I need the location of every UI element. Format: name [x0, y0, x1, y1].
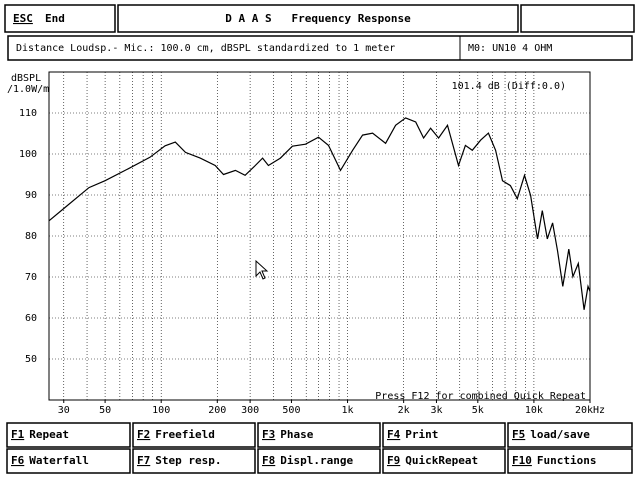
function-key-label: Freefield: [155, 428, 215, 441]
x-tick-label: 50: [99, 405, 111, 416]
function-key-button[interactable]: [257, 422, 381, 448]
info-text: Distance Loudsp.- Mic.: 100.0 cm, dBSPL …: [16, 43, 395, 54]
x-tick-label: 20kHz: [575, 405, 605, 416]
function-key-label: Functions: [537, 454, 597, 467]
info-bar: [7, 35, 633, 61]
function-key: F1: [11, 428, 25, 441]
y-tick-label: 80: [25, 231, 37, 242]
function-key-label: Repeat: [29, 428, 69, 441]
esc-key: ESC: [13, 12, 33, 25]
right-box: [520, 4, 635, 33]
y-tick-label: 100: [19, 149, 37, 160]
function-key-button[interactable]: [132, 422, 256, 448]
x-tick-label: 1k: [342, 405, 354, 416]
response-curve: [48, 117, 591, 310]
function-key: F10: [512, 454, 532, 467]
function-key-label: Waterfall: [29, 454, 89, 467]
x-tick-label: 500: [282, 405, 300, 416]
function-key-button[interactable]: [257, 448, 381, 474]
function-key-button[interactable]: [507, 448, 633, 474]
y-tick-label: 60: [25, 313, 37, 324]
function-key-button[interactable]: [382, 448, 506, 474]
x-tick-label: 5k: [472, 405, 484, 416]
x-tick-label: 300: [241, 405, 259, 416]
x-tick-label: 3k: [430, 405, 442, 416]
esc-label: End: [45, 12, 65, 25]
function-key-label: load/save: [530, 428, 590, 441]
function-key-button[interactable]: [382, 422, 506, 448]
y-tick-label: 90: [25, 190, 37, 201]
level-annotation: 101.4 dB (Diff:0.0): [452, 81, 566, 92]
y-tick-label: 110: [19, 108, 37, 119]
function-keys: F1 Repeat F2 Freefield F3 Phase F4 Print F5 load/…: [6, 422, 633, 474]
info-mode: M0: UN10 4 OHM: [468, 43, 552, 54]
function-key: F7: [137, 454, 150, 467]
y-tick-label: 50: [25, 354, 37, 365]
x-tick-label: 200: [208, 405, 226, 416]
function-key-label: Print: [405, 428, 438, 441]
function-key-label: Phase: [280, 428, 313, 441]
function-key-button[interactable]: [6, 448, 131, 474]
function-key-button[interactable]: [6, 422, 131, 448]
function-key: F3: [262, 428, 275, 441]
function-key: F8: [262, 454, 275, 467]
esc-button[interactable]: [4, 4, 116, 33]
function-key-label: QuickRepeat: [405, 454, 478, 467]
function-key: F6: [11, 454, 25, 467]
y-label-unit: /1.0W/m: [7, 84, 49, 95]
function-key: F4: [387, 428, 401, 441]
function-key: F2: [137, 428, 150, 441]
mouse-cursor: [255, 259, 269, 280]
x-tick-label: 2k: [398, 405, 410, 416]
x-tick-label: 100: [152, 405, 170, 416]
title-bar: [117, 4, 519, 33]
function-key: F9: [387, 454, 400, 467]
y-tick-label: 70: [25, 272, 37, 283]
y-label: dBSPL: [11, 73, 41, 84]
hint-annotation: Press F12 for combined Quick Repeat: [375, 391, 586, 402]
title: D A A S Frequency Response: [225, 12, 411, 25]
x-tick-label: 10k: [525, 405, 543, 416]
x-tick-label: 30: [58, 405, 70, 416]
function-key-label: Displ.range: [280, 454, 353, 467]
function-key-button[interactable]: [507, 422, 633, 448]
function-key-label: Step resp.: [155, 454, 221, 467]
function-key: F5: [512, 428, 525, 441]
function-key-button[interactable]: [132, 448, 256, 474]
